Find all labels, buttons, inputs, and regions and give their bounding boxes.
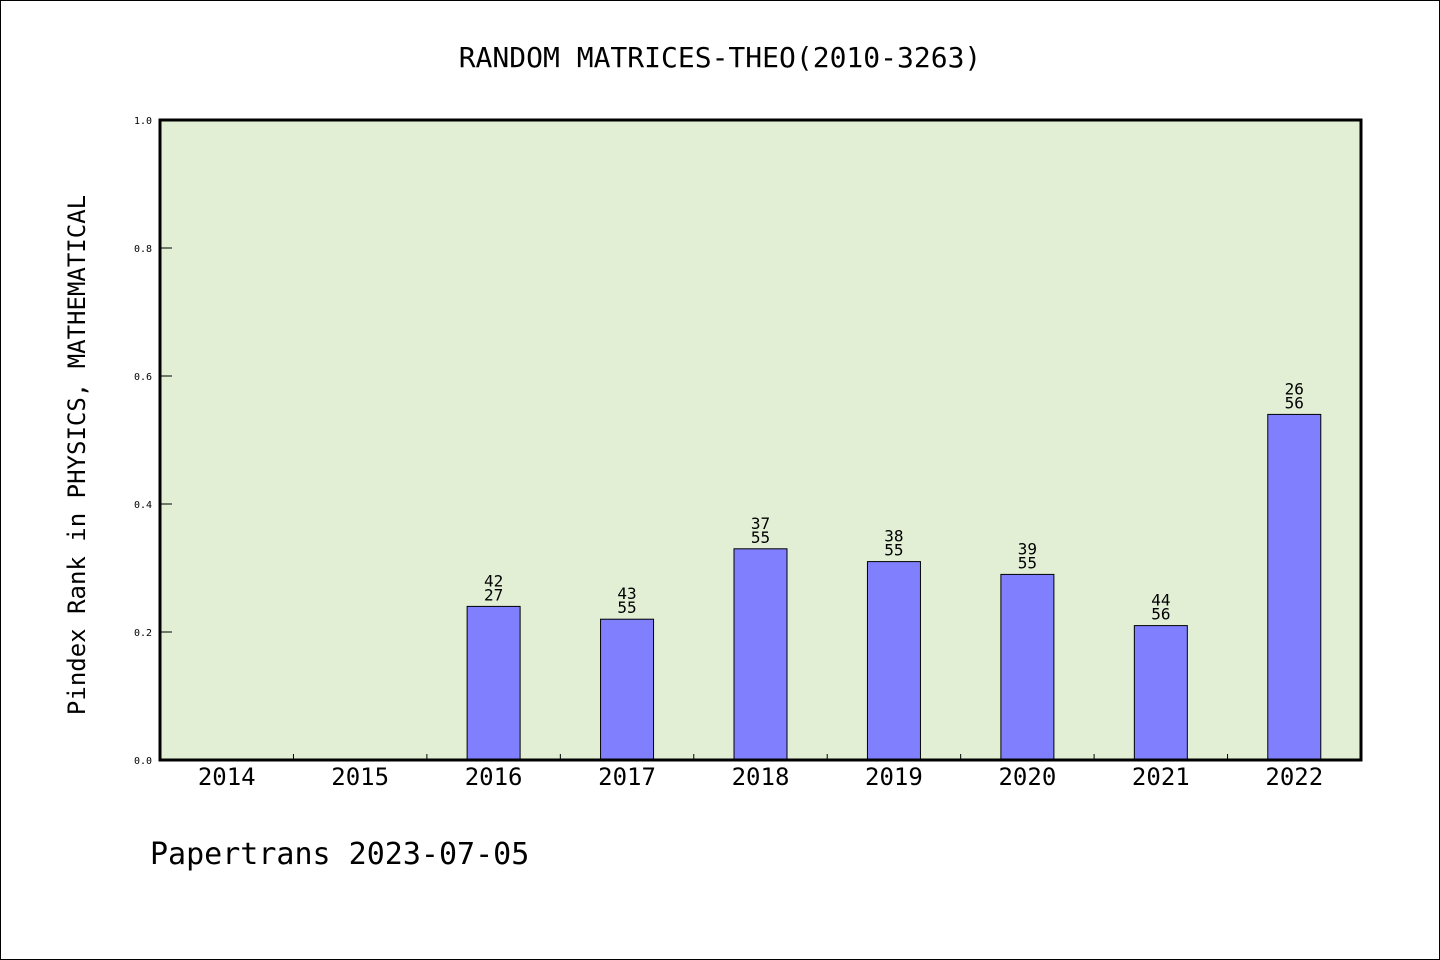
bar-label-top: 44 <box>1151 591 1170 610</box>
bar-2018 <box>733 548 788 761</box>
bar-2021 <box>1133 625 1188 761</box>
y-tick-label: 0.0 <box>134 756 152 767</box>
x-tick-label: 2019 <box>865 763 923 791</box>
x-tick-label: 2017 <box>598 763 656 791</box>
y-tick-label: 0.8 <box>134 244 152 255</box>
bar-label-top: 42 <box>484 571 503 590</box>
bar-2020 <box>1000 573 1055 761</box>
bar-2022 <box>1267 413 1322 761</box>
bar-label-bottom: 27 <box>484 585 503 604</box>
x-tick-label: 2022 <box>1265 763 1323 791</box>
bar-label-top: 39 <box>1018 539 1037 558</box>
bar-label-bottom: 55 <box>1018 553 1037 572</box>
y-tick-label: 0.2 <box>134 628 152 639</box>
bar-2016 <box>466 605 521 761</box>
footer-text: Papertrans 2023-07-05 <box>150 837 529 872</box>
y-axis-label: Pindex Rank in PHYSICS, MATHEMATICAL <box>63 195 91 715</box>
plot-border <box>158 118 1363 762</box>
y-tick-label: 0.6 <box>134 372 152 383</box>
x-tick-label: 2021 <box>1132 763 1190 791</box>
bar-2017 <box>600 618 655 761</box>
bar-label-bottom: 55 <box>617 598 636 617</box>
x-tick-label: 2020 <box>998 763 1056 791</box>
bar-label-top: 43 <box>617 584 636 603</box>
bar-label-bottom: 55 <box>751 528 770 547</box>
y-tick-label: 1.0 <box>134 116 152 127</box>
x-tick-label: 2016 <box>465 763 523 791</box>
bar-2019 <box>866 561 921 761</box>
y-tick-label: 0.4 <box>134 500 152 511</box>
chart-title: RANDOM MATRICES-THEO(2010-3263) <box>459 41 982 74</box>
bar-label-bottom: 56 <box>1285 393 1304 412</box>
bar-label-top: 26 <box>1285 379 1304 398</box>
x-tick-label: 2018 <box>732 763 790 791</box>
bar-label-bottom: 55 <box>884 541 903 560</box>
bar-label-top: 38 <box>884 527 903 546</box>
bar-label-top: 37 <box>751 514 770 533</box>
x-tick-label: 2015 <box>331 763 389 791</box>
bar-label-bottom: 56 <box>1151 605 1170 624</box>
x-tick-label: 2014 <box>198 763 256 791</box>
